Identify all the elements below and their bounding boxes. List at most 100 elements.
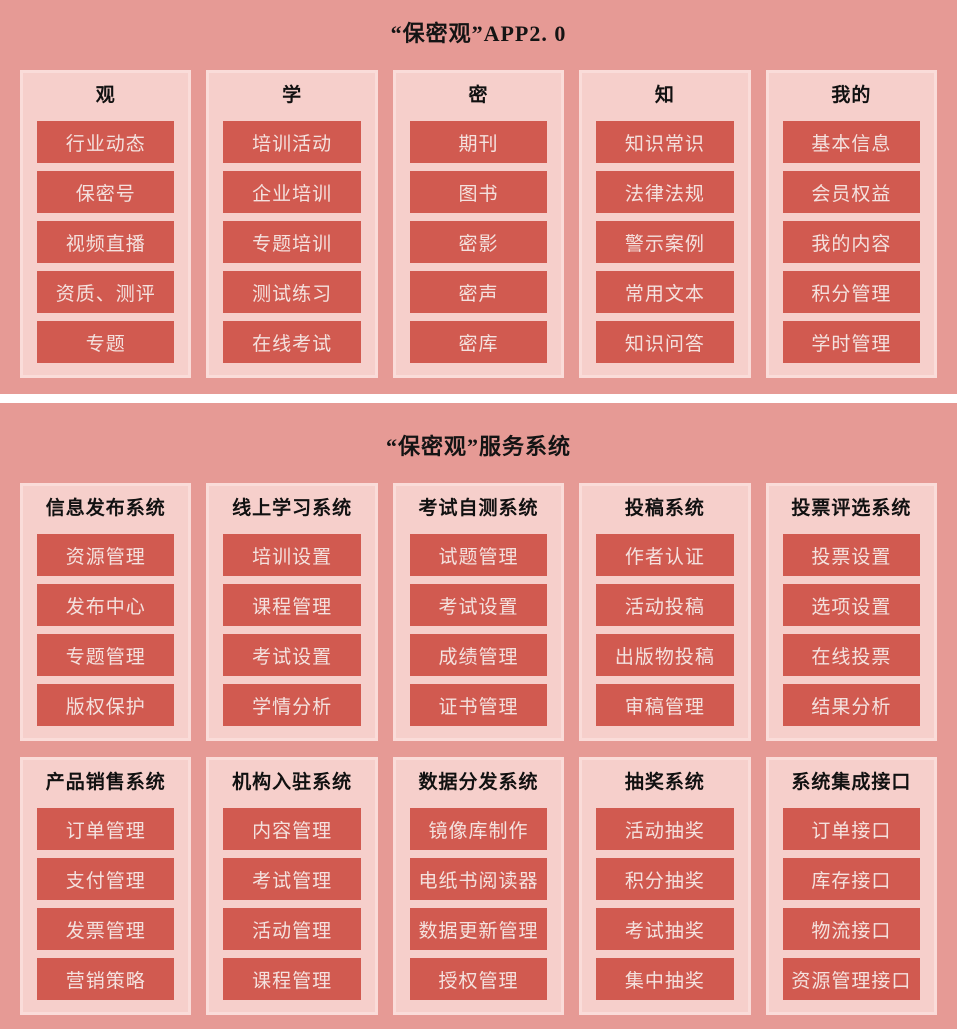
system-card: 数据分发系统 镜像库制作 电纸书阅读器 数据更新管理 授权管理 (392, 757, 565, 1015)
system-card: 投票评选系统 投票设置选项设置在线投票结果分析 (765, 483, 938, 741)
card-header: 抽奖系统 (624, 772, 705, 793)
card-header: 观 (95, 85, 116, 106)
menu-button[interactable]: 课程管理 (223, 584, 361, 626)
menu-button[interactable]: 发票管理 (37, 908, 175, 950)
system-card: 观 行业动态保密号视频直播资质、测评专题 (20, 70, 192, 378)
menu-button[interactable]: 基本信息 (782, 121, 921, 163)
menu-button[interactable]: 试题管理 (409, 534, 548, 576)
section-divider (0, 394, 957, 403)
menu-button[interactable]: 培训活动 (223, 121, 361, 163)
menu-button[interactable]: 培训设置 (223, 534, 361, 576)
menu-button[interactable]: 成绩管理 (409, 634, 548, 676)
menu-button[interactable]: 行业动态 (37, 121, 175, 163)
menu-button[interactable]: 保密号 (37, 171, 175, 213)
menu-button[interactable]: 积分抽奖 (596, 858, 734, 900)
menu-button[interactable]: 密声 (409, 271, 548, 313)
menu-button[interactable]: 授权管理 (409, 958, 548, 1000)
menu-button[interactable]: 订单接口 (782, 808, 921, 850)
menu-button[interactable]: 镜像库制作 (409, 808, 548, 850)
menu-button[interactable]: 作者认证 (596, 534, 734, 576)
menu-button[interactable]: 库存接口 (782, 858, 921, 900)
menu-button[interactable]: 视频直播 (37, 221, 175, 263)
system-card: 考试自测系统 试题管理考试设置成绩管理证书管理 (392, 483, 565, 741)
card-header: 产品销售系统 (45, 772, 166, 793)
service-rows: 信息发布系统 资源管理 发布中心 专题管理 版权保护 线上学习系统 培训设置 课程管理考… (20, 483, 938, 1015)
system-card: 产品销售系统 订单管理支付管理发票管理营销策略 (20, 757, 192, 1015)
app-columns-row: 观 行业动态保密号视频直播资质、测评专题 学 培训活动企业培训专题培训测试练习在… (20, 70, 938, 378)
card-header: 学 (282, 85, 303, 106)
menu-button[interactable]: 在线投票 (782, 634, 921, 676)
menu-button[interactable]: 密库 (409, 321, 548, 363)
menu-button[interactable]: 营销策略 (37, 958, 175, 1000)
menu-button[interactable]: 电纸书阅读器 (409, 858, 548, 900)
menu-button[interactable]: 课程管理 (223, 958, 361, 1000)
menu-button[interactable]: 专题培训 (223, 221, 361, 263)
card-header: 系统集成接口 (791, 772, 912, 793)
card-header: 知 (654, 85, 675, 106)
menu-button[interactable]: 数据更新管理 (409, 908, 548, 950)
menu-button[interactable]: 物流接口 (782, 908, 921, 950)
menu-button[interactable]: 结果分析 (782, 684, 921, 726)
menu-button[interactable]: 活动投稿 (596, 584, 734, 626)
card-header: 我的 (831, 85, 872, 106)
menu-button[interactable]: 集中抽奖 (596, 958, 734, 1000)
card-header: 投票评选系统 (791, 498, 912, 519)
app-section: “保密观”APP2. 0 观 行业动态保密号视频直播资质、测评专题 学 培训活动… (0, 0, 957, 394)
app-section-title: “保密观”APP2. 0 (390, 21, 567, 46)
system-card: 抽奖系统 活动抽奖积分抽奖考试抽奖集中抽奖 (579, 757, 751, 1015)
card-header: 机构入驻系统 (232, 772, 353, 793)
service-section-title: “保密观”服务系统 (385, 434, 571, 459)
menu-button[interactable]: 密影 (409, 221, 548, 263)
menu-button[interactable]: 证书管理 (409, 684, 548, 726)
menu-button[interactable]: 资质、测评 (37, 271, 175, 313)
menu-button[interactable]: 学情分析 (223, 684, 361, 726)
menu-button[interactable]: 知识问答 (596, 321, 734, 363)
system-card: 系统集成接口 订单接口库存接口物流接口资源管理接口 (765, 757, 938, 1015)
service-section: “保密观”服务系统 信息发布系统 资源管理发布中心专题管理版权保护 线上学习系统… (0, 403, 957, 1029)
service-row-1: 信息发布系统 资源管理 发布中心 专题管理 版权保护 线上学习系统 培训设置 课程管理考… (20, 483, 938, 741)
menu-button[interactable]: 活动抽奖 (596, 808, 734, 850)
menu-button[interactable]: 投票设置 (782, 534, 921, 576)
menu-button[interactable]: 知识常识 (596, 121, 734, 163)
menu-button[interactable]: 专题 (37, 321, 175, 363)
system-card: 机构入驻系统 内容管理考试管理活动管理课程管理 (206, 757, 378, 1015)
menu-button[interactable]: 考试管理 (223, 858, 361, 900)
card-header: 信息发布系统 (45, 498, 166, 519)
menu-button[interactable]: 审稿管理 (596, 684, 734, 726)
menu-button[interactable]: 支付管理 (37, 858, 175, 900)
menu-button[interactable]: 我的内容 (782, 221, 921, 263)
system-card: 我的 基本信息会员权益我的内容积分管理学时管理 (765, 70, 938, 378)
system-card: 知 知识常识法律法规警示案例常用文本知识问答 (579, 70, 751, 378)
menu-button[interactable]: 会员权益 (782, 171, 921, 213)
menu-button[interactable]: 考试设置 (409, 584, 548, 626)
system-card: 信息发布系统 资源管理发布中心专题管理版权保护 (20, 483, 192, 741)
menu-button[interactable]: 资源管理 (37, 534, 175, 576)
menu-button[interactable]: 资源管理接口 (782, 958, 921, 1000)
menu-button[interactable]: 测试练习 (223, 271, 361, 313)
card-header: 线上学习系统 (232, 498, 353, 519)
menu-button[interactable]: 发布中心 (37, 584, 175, 626)
menu-button[interactable]: 考试抽奖 (596, 908, 734, 950)
menu-button[interactable]: 版权保护 (37, 684, 175, 726)
menu-button[interactable]: 选项设置 (782, 584, 921, 626)
menu-button[interactable]: 专题管理 (37, 634, 175, 676)
menu-button[interactable]: 活动管理 (223, 908, 361, 950)
menu-button[interactable]: 在线考试 (223, 321, 361, 363)
menu-button[interactable]: 内容管理 (223, 808, 361, 850)
menu-button[interactable]: 企业培训 (223, 171, 361, 213)
menu-button[interactable]: 出版物投稿 (596, 634, 734, 676)
system-card: 线上学习系统 培训设置课程管理考试设置学情分析 (206, 483, 378, 741)
menu-button[interactable]: 警示案例 (596, 221, 734, 263)
menu-button[interactable]: 学时管理 (782, 321, 921, 363)
system-card: 密 期刊 图书 密影 密声 密库 (392, 70, 565, 378)
menu-button[interactable]: 常用文本 (596, 271, 734, 313)
card-header: 考试自测系统 (418, 498, 539, 519)
menu-button[interactable]: 积分管理 (782, 271, 921, 313)
system-card: 投稿系统 作者认证活动投稿出版物投稿审稿管理 (579, 483, 751, 741)
menu-button[interactable]: 期刊 (409, 121, 548, 163)
menu-button[interactable]: 图书 (409, 171, 548, 213)
menu-button[interactable]: 考试设置 (223, 634, 361, 676)
card-header: 投稿系统 (624, 498, 705, 519)
menu-button[interactable]: 法律法规 (596, 171, 734, 213)
menu-button[interactable]: 订单管理 (37, 808, 175, 850)
